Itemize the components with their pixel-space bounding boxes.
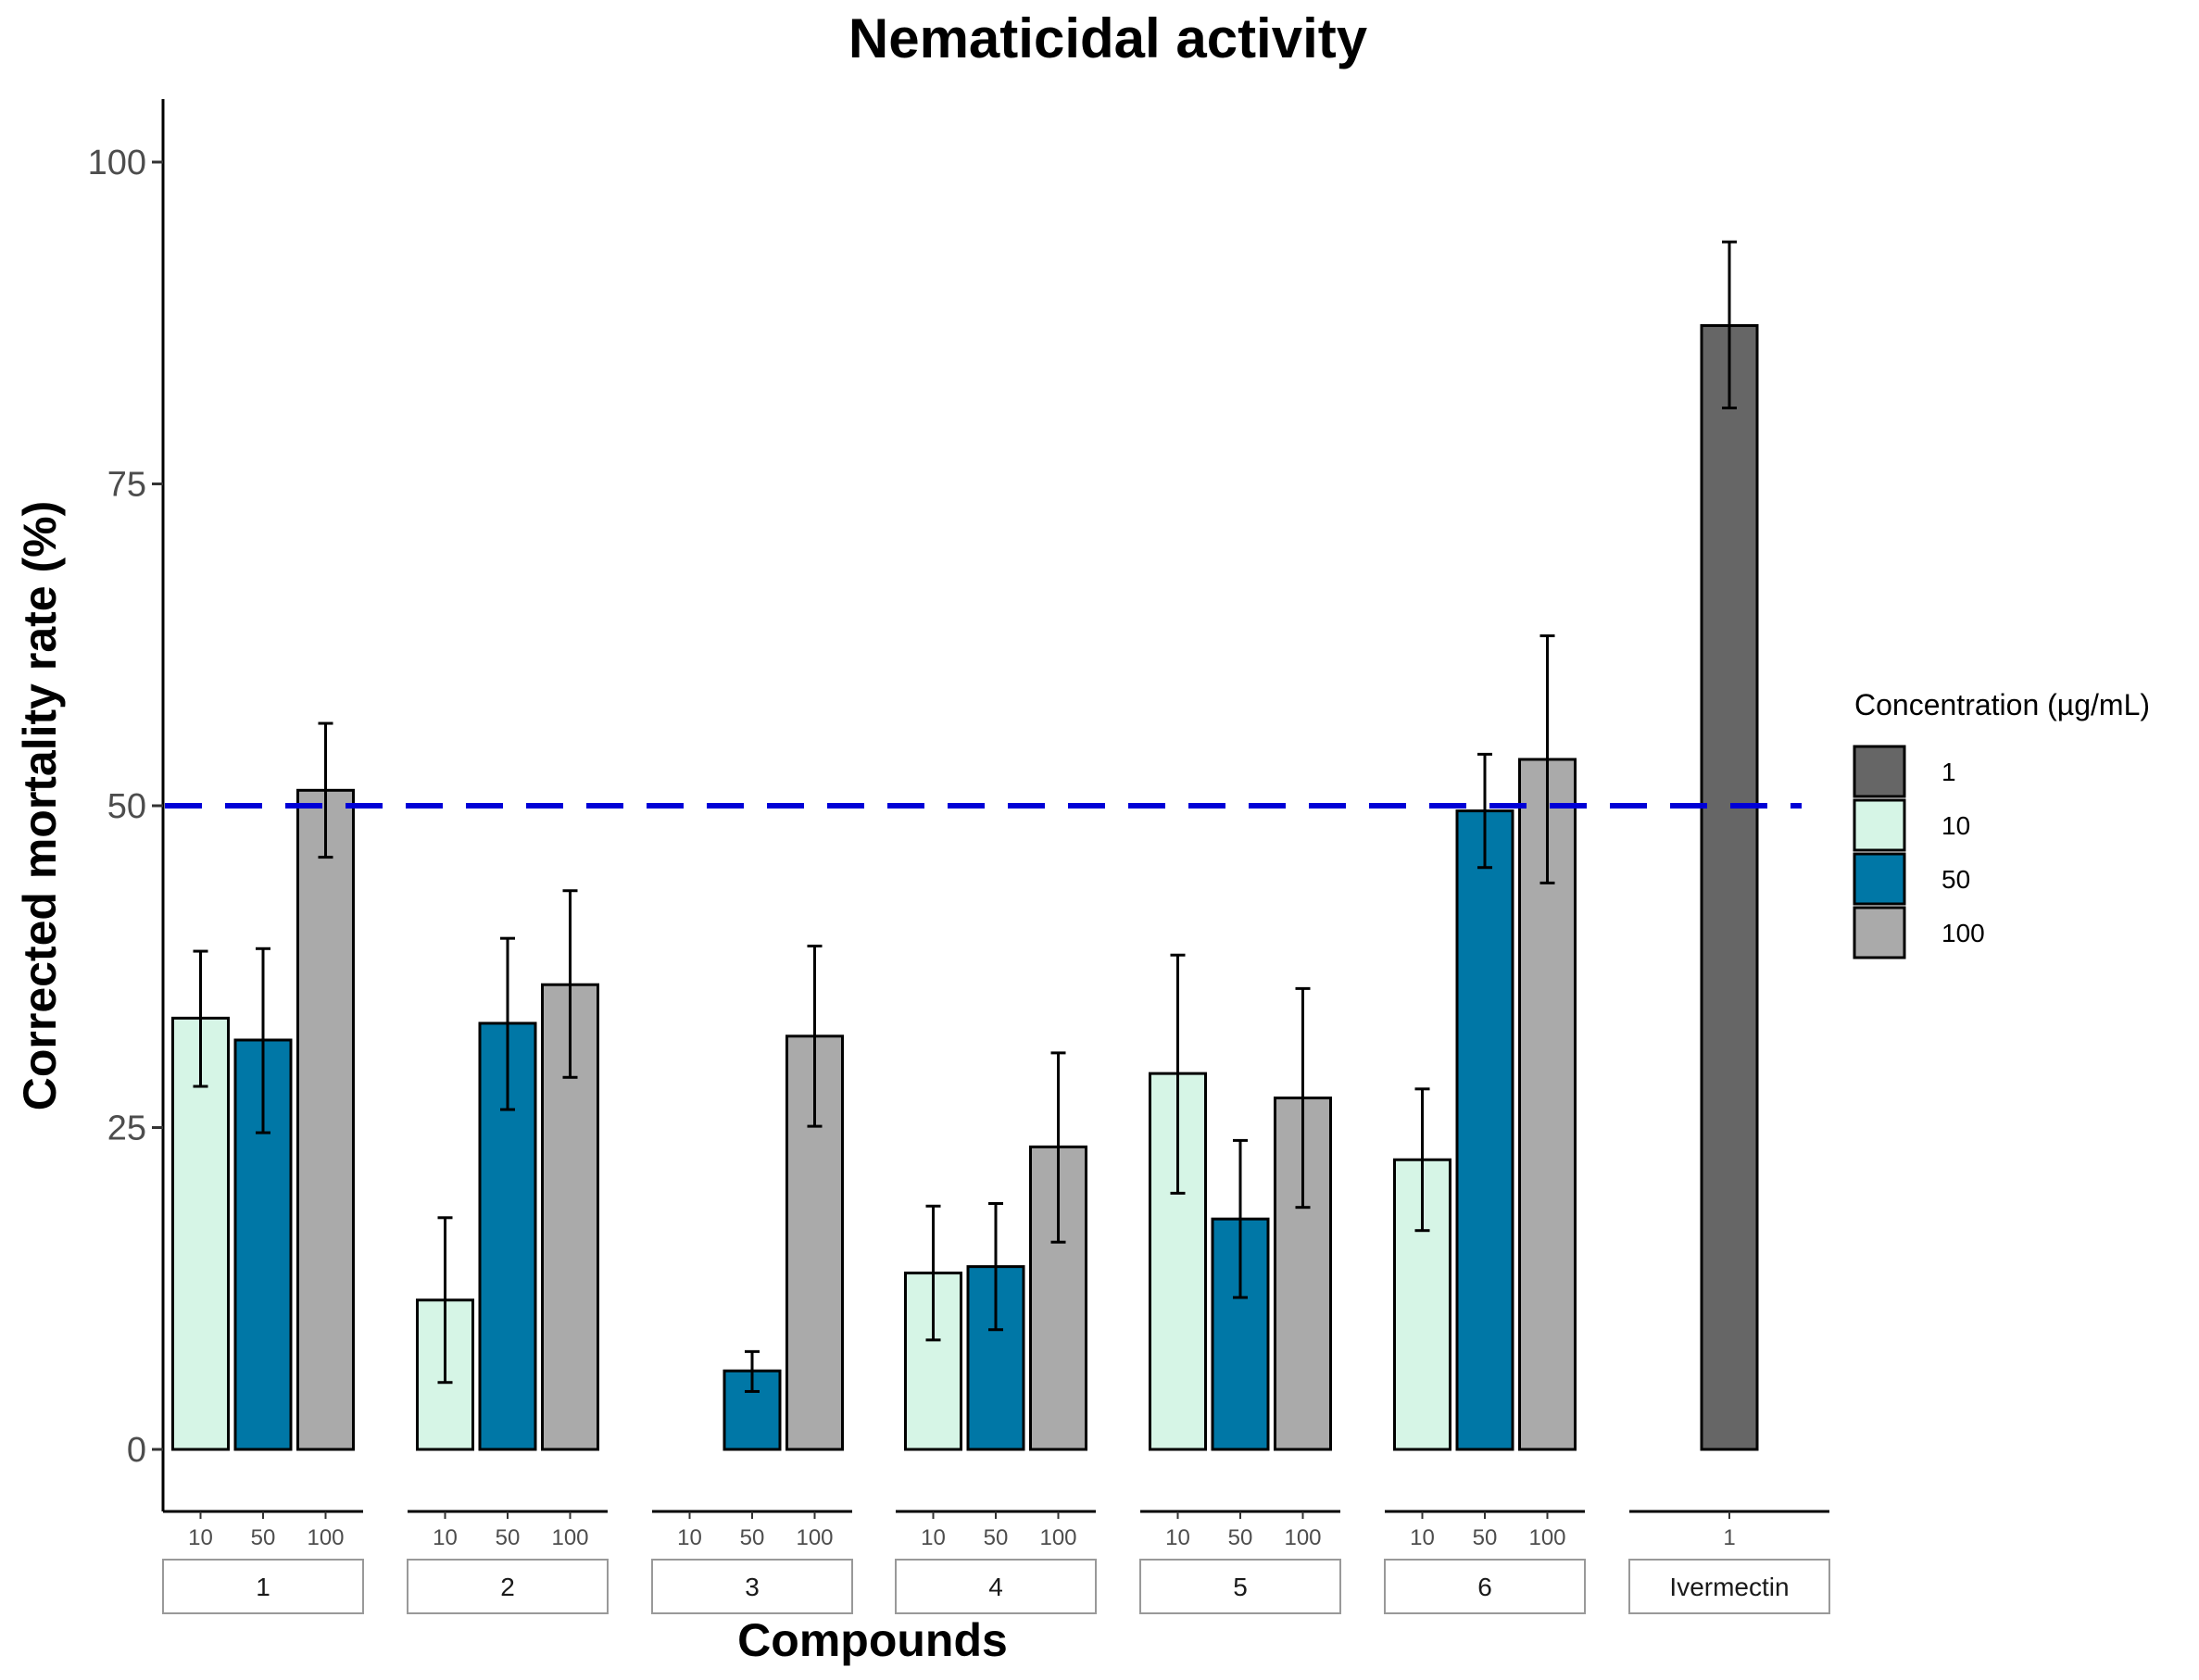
x-tick-label: 1	[1723, 1525, 1735, 1550]
x-tick-label: 100	[1284, 1525, 1321, 1550]
bar-1-100	[296, 788, 355, 1451]
facet-panels: 10 50 100 1 10 50 100 2 10 50 100 3 10 50 100 4 10 50 100 5…	[162, 240, 1830, 1614]
bar-1-10	[171, 1016, 230, 1451]
error-bar-6-10	[1414, 1087, 1430, 1233]
facet-strip	[1628, 1559, 1830, 1614]
legend-key-1	[1853, 745, 1906, 798]
legend-key-50	[1853, 852, 1906, 906]
error-bar-5-10	[1170, 953, 1186, 1195]
facet-strip-label: 5	[1233, 1573, 1248, 1601]
y-tick-label: 50	[107, 787, 146, 826]
error-bar-4-100	[1050, 1051, 1066, 1244]
x-tick-label: 10	[188, 1525, 213, 1550]
error-bar-5-100	[1295, 986, 1311, 1210]
x-tick-label: 100	[307, 1525, 344, 1550]
facet-strip	[407, 1559, 609, 1614]
x-tick-label: 10	[433, 1525, 458, 1550]
facet-strip	[1139, 1559, 1341, 1614]
legend-label: 10	[1941, 811, 1970, 840]
facet-strip-label: 4	[988, 1573, 1003, 1601]
error-bar-4-50	[988, 1202, 1003, 1332]
y-tick-label: 75	[107, 466, 146, 505]
facet-strip-label: 1	[256, 1573, 270, 1601]
facet-strip-label: 2	[500, 1573, 515, 1601]
error-bar-4-10	[925, 1204, 941, 1342]
y-tick-label: 100	[88, 144, 146, 182]
bar-ivermectin-1	[1700, 324, 1759, 1451]
legend-label: 100	[1941, 919, 1985, 947]
x-tick-label: 50	[740, 1525, 765, 1550]
legend-title: Concentration (µg/mL)	[1854, 688, 2150, 721]
legend-label: 50	[1941, 865, 1970, 894]
legend-key-100	[1853, 906, 1906, 959]
x-tick-label: 10	[921, 1525, 946, 1550]
facet-panel-1: 10 50 100 1	[162, 721, 364, 1614]
chart-title: Nematicidal activity	[848, 7, 1368, 69]
x-tick-label: 50	[251, 1525, 276, 1550]
facet-strip-label: 3	[745, 1573, 760, 1601]
error-bar-6-100	[1539, 634, 1555, 884]
x-tick-label: 10	[1410, 1525, 1435, 1550]
bar-5-50	[1211, 1217, 1270, 1451]
error-bar-1-50	[256, 947, 270, 1135]
legend-key-10	[1853, 798, 1906, 852]
facet-strip	[162, 1559, 364, 1614]
facet-panel-2: 10 50 100 2	[407, 889, 609, 1614]
facet-panel-5: 10 50 100 5	[1139, 953, 1341, 1614]
facet-strip	[895, 1559, 1097, 1614]
x-tick-label: 50	[1228, 1525, 1253, 1550]
error-bar-1-100	[318, 721, 333, 859]
facet-panel-ivermectin: 1 Ivermectin	[1628, 240, 1830, 1614]
error-bar-2-100	[562, 889, 578, 1079]
facet-panel-3: 10 50 100 3	[651, 945, 853, 1614]
y-tick-label: 0	[127, 1431, 146, 1470]
error-bar-3-50	[745, 1349, 760, 1393]
error-bar-ivermectin-1	[1722, 240, 1737, 409]
error-bar-2-10	[437, 1216, 453, 1385]
x-tick-label: 100	[796, 1525, 833, 1550]
legend-label: 1	[1941, 758, 1956, 786]
error-bar-2-50	[500, 936, 515, 1111]
x-tick-label: 50	[496, 1525, 521, 1550]
legend: Concentration (µg/mL) 1 10 50 100	[1853, 688, 2150, 959]
facet-panel-6: 10 50 100 6	[1384, 634, 1586, 1614]
x-tick-label: 100	[551, 1525, 588, 1550]
x-tick-label: 50	[984, 1525, 1009, 1550]
y-axis-title: Corrected mortality rate (%)	[14, 501, 66, 1111]
x-tick-label: 100	[1528, 1525, 1565, 1550]
facet-strip	[651, 1559, 853, 1614]
facet-panel-4: 10 50 100 4	[895, 1051, 1097, 1614]
facet-strip-label: Ivermectin	[1669, 1573, 1789, 1601]
x-tick-label: 10	[677, 1525, 702, 1550]
error-bar-6-50	[1477, 752, 1492, 870]
y-axis: 0 25 50 75 100	[88, 99, 165, 1511]
x-tick-label: 50	[1473, 1525, 1498, 1550]
x-tick-label: 10	[1165, 1525, 1190, 1550]
y-tick-label: 25	[107, 1110, 146, 1148]
facet-strip-label: 6	[1477, 1573, 1492, 1601]
error-bar-3-100	[807, 945, 823, 1128]
x-axis-title: Compounds	[737, 1614, 1008, 1666]
x-tick-label: 100	[1039, 1525, 1076, 1550]
error-bar-5-50	[1233, 1138, 1248, 1299]
bar-6-50	[1455, 809, 1514, 1451]
facet-strip	[1384, 1559, 1586, 1614]
error-bar-1-10	[193, 949, 208, 1088]
